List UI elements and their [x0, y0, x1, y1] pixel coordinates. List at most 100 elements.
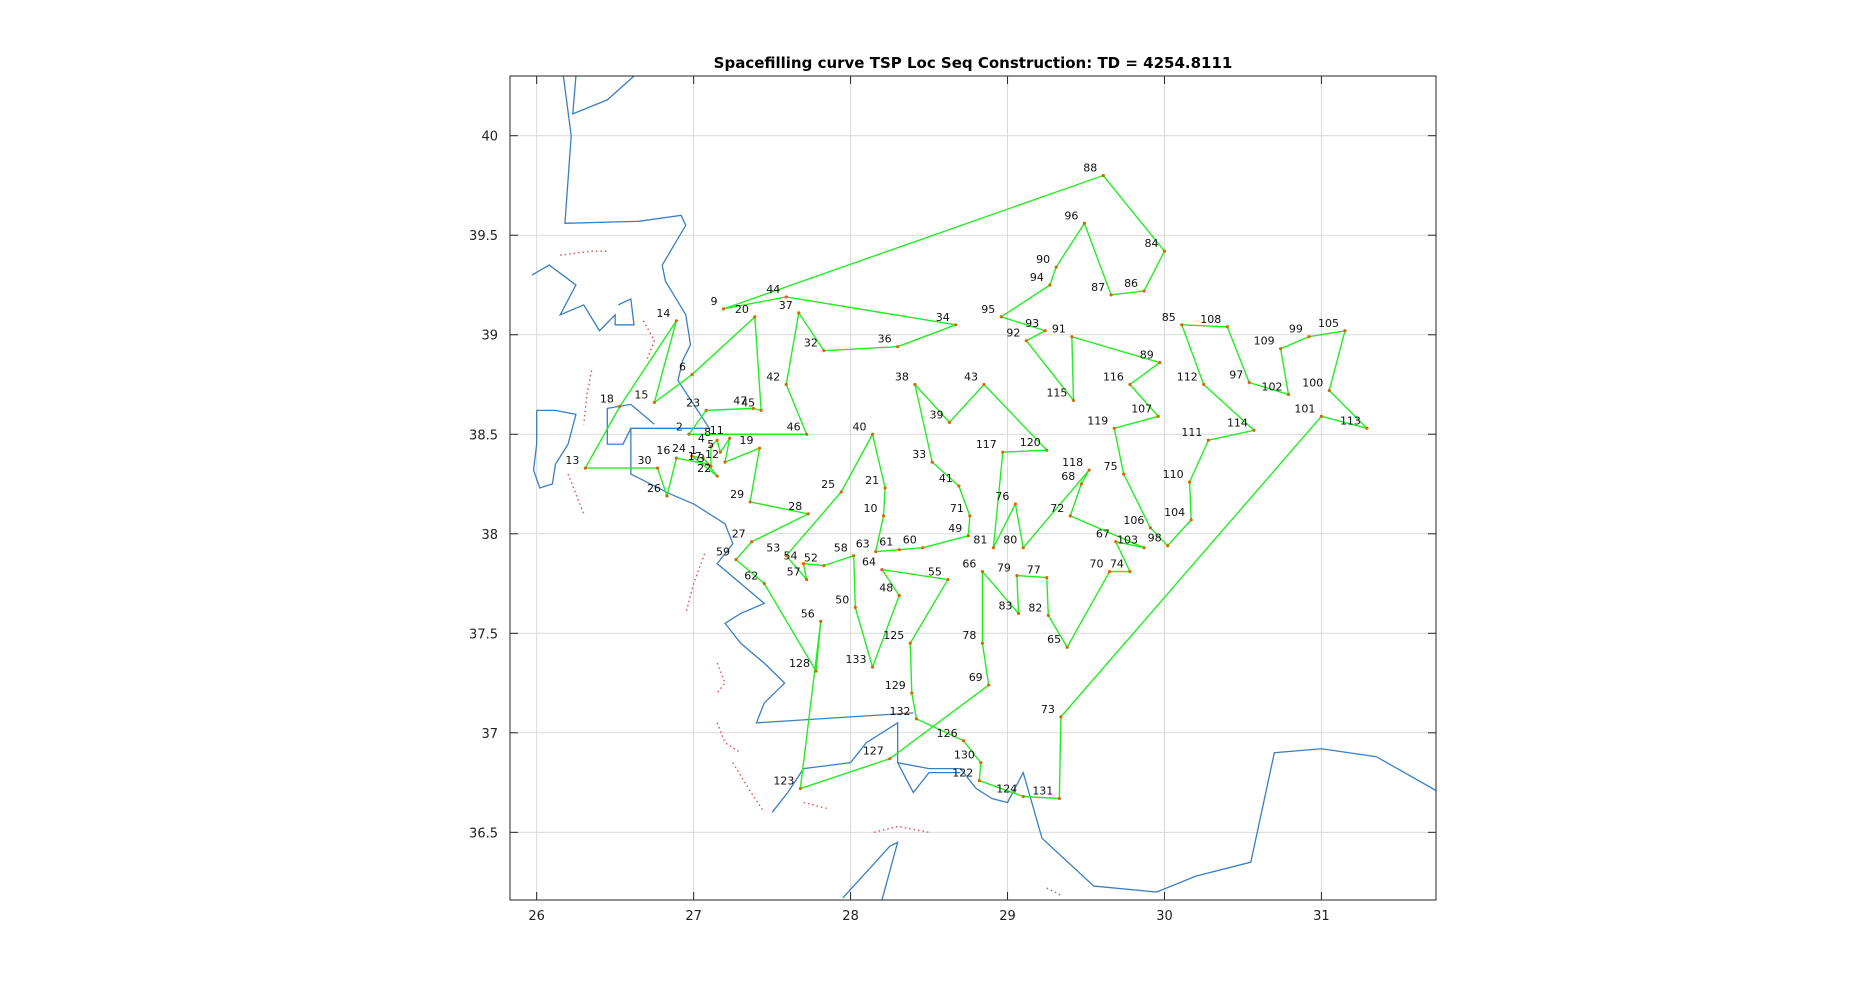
route-path	[584, 174, 1368, 800]
stop-label: 36	[878, 333, 892, 346]
stop-label: 13	[565, 454, 579, 467]
x-tick-label: 30	[1156, 909, 1173, 924]
route-segment	[702, 457, 712, 467]
route-segment	[802, 563, 808, 580]
stop-label: 100	[1302, 376, 1323, 389]
stop-marker	[715, 474, 719, 478]
stop-label: 65	[1047, 633, 1061, 646]
stop-marker	[690, 372, 694, 377]
stop-label: 127	[863, 745, 884, 758]
stop-label: 56	[801, 607, 815, 620]
route-segment	[1102, 175, 1166, 252]
stop-marker	[709, 444, 713, 448]
stop-label: 28	[788, 500, 802, 513]
stop-label: 74	[1110, 558, 1124, 571]
stop-marker	[1024, 339, 1028, 343]
stop-marker	[751, 406, 755, 410]
route-segment	[1002, 449, 1047, 453]
stop-marker	[982, 382, 986, 387]
stop-marker	[1082, 221, 1087, 225]
stop-marker	[759, 408, 763, 412]
stop-marker	[1128, 382, 1132, 387]
route-segment	[1149, 527, 1169, 547]
stop-label: 97	[1229, 369, 1243, 382]
stop-marker	[1016, 611, 1021, 615]
stop-label: 23	[686, 396, 700, 409]
grid-lines	[510, 76, 1436, 900]
stop-label: 60	[903, 534, 917, 547]
stop-label: 62	[744, 570, 758, 583]
stop-label: 46	[787, 420, 801, 433]
stop-label: 26	[647, 482, 661, 495]
coastline-segment	[562, 76, 711, 445]
stop-marker	[880, 568, 884, 572]
stop-marker	[674, 319, 678, 323]
stop-label: 130	[954, 749, 975, 762]
route-segment	[1249, 381, 1289, 396]
stop-label: 84	[1144, 237, 1158, 250]
coastline-segment	[842, 841, 899, 900]
stop-marker	[1247, 380, 1251, 385]
stop-label: 41	[939, 472, 953, 485]
stop-marker	[618, 404, 622, 408]
stop-label: 18	[600, 392, 614, 405]
route-segment	[1022, 469, 1090, 549]
stop-label: 61	[879, 536, 893, 549]
y-tick-label: 37	[481, 727, 498, 742]
stop-marker	[1180, 323, 1184, 327]
route-segment	[992, 503, 1017, 549]
stop-label: 12	[705, 448, 719, 461]
route-segment	[1060, 415, 1322, 718]
stop-marker	[966, 534, 970, 538]
stop-marker	[1071, 398, 1076, 403]
border-segment	[716, 662, 726, 694]
stop-label: 5	[707, 438, 714, 451]
route-segment	[735, 559, 765, 585]
stop-marker	[1059, 715, 1063, 719]
route-segment	[854, 607, 874, 668]
stop-marker	[968, 514, 972, 518]
route-segment	[1115, 541, 1131, 572]
stop-marker	[750, 540, 754, 544]
stop-marker	[1046, 613, 1050, 617]
stop-marker	[1068, 514, 1072, 518]
stop-label: 122	[952, 767, 973, 780]
stop-label: 17	[688, 450, 702, 463]
border-segment	[567, 473, 585, 515]
stop-marker	[914, 717, 919, 721]
stop-marker	[1166, 544, 1170, 548]
stop-marker	[1054, 265, 1058, 269]
stop-label: 79	[997, 562, 1011, 575]
route-segment	[786, 296, 956, 326]
stop-marker	[1162, 249, 1167, 253]
stop-label: 83	[999, 599, 1013, 612]
stop-marker	[784, 382, 788, 387]
stop-marker	[1122, 472, 1126, 476]
stop-marker	[883, 486, 887, 490]
stop-label: 125	[883, 629, 904, 642]
stop-label: 94	[1030, 271, 1044, 284]
route-segment	[1046, 577, 1050, 616]
route-segment	[948, 384, 985, 423]
route-segment	[785, 312, 800, 385]
stop-label: 48	[879, 581, 893, 594]
route-segment	[1129, 384, 1159, 417]
stop-marker	[784, 554, 788, 558]
route-segment	[871, 595, 900, 668]
stop-marker	[1343, 329, 1347, 333]
stop-label: 6	[679, 361, 686, 374]
route-segment	[916, 718, 964, 742]
stop-marker	[1015, 573, 1019, 578]
route-segment	[691, 316, 756, 376]
border-segment	[1046, 887, 1063, 897]
stop-marker	[801, 562, 806, 566]
stop-marker	[805, 577, 809, 582]
stop-marker	[1079, 482, 1083, 486]
stop-marker	[715, 438, 719, 442]
plot-frame	[509, 75, 1437, 901]
stop-marker	[1101, 173, 1105, 178]
stop-label: 21	[865, 474, 879, 487]
stop-marker	[1021, 794, 1025, 799]
route-segment	[981, 571, 1020, 614]
route-segment	[1167, 519, 1192, 547]
